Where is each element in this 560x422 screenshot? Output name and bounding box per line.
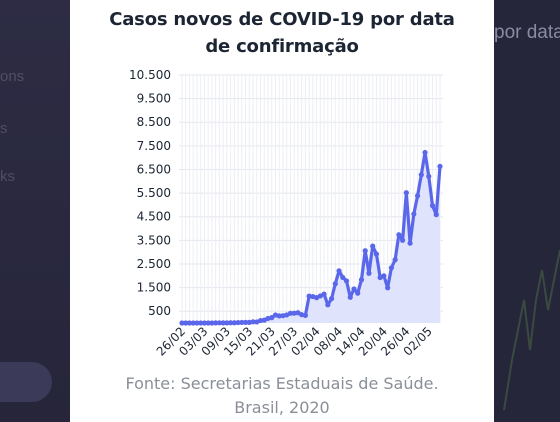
y-tick-label: 9.500: [137, 92, 171, 106]
chart-title-line: Casos novos de COVID-19 por data: [109, 9, 455, 30]
data-point: [426, 173, 432, 179]
y-tick-label: 7.500: [137, 139, 171, 153]
data-point: [220, 320, 226, 326]
data-point: [437, 163, 443, 169]
data-point: [186, 320, 193, 326]
data-point: [179, 320, 185, 326]
y-tick-label: 8.500: [137, 115, 171, 129]
background-heading-text: por data: [494, 22, 560, 43]
data-point: [209, 320, 215, 326]
data-point: [403, 190, 409, 196]
background-sidebar: ons s ks: [0, 0, 70, 422]
y-tick-label: 1.500: [137, 281, 171, 295]
background-menu-text: s: [0, 120, 8, 137]
chart: 500 1.500 2.500 3.500 4.500 5.500 6.500 7.500 8.…: [129, 68, 443, 359]
data-point: [224, 320, 230, 326]
chart-source-line: Fonte: Secretarias Estaduais de Saúde.: [125, 374, 439, 393]
background-panel: por data: [494, 0, 560, 422]
background-chart-fragment: [503, 249, 560, 411]
data-point: [183, 320, 189, 326]
y-tick-label: 3.500: [137, 233, 171, 247]
data-point: [411, 211, 417, 217]
chart-title: Casos novos de COVID-19 por data de conf…: [70, 6, 494, 60]
data-point: [385, 285, 391, 291]
data-point: [422, 149, 428, 156]
data-point: [235, 319, 241, 326]
data-point: [201, 320, 208, 326]
y-tick-label: 5.500: [137, 186, 171, 200]
chart-source: Fonte: Secretarias Estaduais de Saúde. B…: [70, 372, 494, 420]
data-point: [325, 302, 331, 308]
data-point: [228, 320, 234, 326]
y-tick-label: 4.500: [137, 210, 171, 224]
data-point: [340, 274, 346, 281]
data-point: [429, 203, 436, 209]
data-point: [392, 257, 398, 263]
data-point: [328, 296, 335, 302]
chart-title-line: de confirmação: [205, 36, 359, 57]
data-point: [216, 320, 222, 326]
data-point: [242, 319, 249, 325]
data-point: [336, 268, 342, 274]
data-point: [418, 172, 424, 178]
data-point: [347, 294, 353, 300]
data-point: [332, 281, 338, 287]
y-tick-label: 2.500: [137, 257, 171, 271]
chart-area-layer: [179, 149, 443, 326]
data-point: [321, 291, 327, 297]
data-point: [358, 277, 365, 283]
data-point: [362, 248, 368, 254]
background-menu-text: ks: [0, 168, 15, 185]
chart-source-line: Brasil, 2020: [234, 398, 330, 417]
data-point: [213, 320, 219, 326]
data-point: [250, 319, 256, 325]
data-point: [388, 265, 394, 271]
data-point: [269, 315, 275, 321]
data-point: [370, 243, 376, 249]
data-point: [276, 313, 282, 319]
data-point: [239, 319, 245, 326]
data-point: [381, 273, 387, 279]
data-point: [198, 320, 204, 326]
y-tick-label: 10.500: [129, 68, 171, 82]
data-point: [414, 193, 421, 199]
background-button: [0, 362, 52, 402]
data-point: [194, 320, 200, 326]
data-point: [373, 251, 380, 257]
data-point: [343, 278, 350, 284]
data-point: [400, 237, 406, 243]
data-point: [190, 320, 196, 326]
y-tick-label: 6.500: [137, 162, 171, 176]
data-point: [302, 312, 308, 318]
data-point: [205, 320, 211, 326]
data-point: [433, 212, 439, 218]
data-point: [287, 310, 294, 316]
series-area: [182, 152, 440, 323]
data-point: [366, 270, 372, 276]
data-point: [355, 290, 361, 296]
background-menu-text: ons: [0, 68, 25, 85]
data-point: [396, 232, 402, 238]
data-point: [351, 286, 357, 292]
y-tick-label: 500: [148, 304, 171, 318]
data-point: [231, 320, 237, 326]
chart-card: 500 1.500 2.500 3.500 4.500 5.500 6.500 7.500 8.…: [70, 0, 494, 422]
data-point: [407, 240, 413, 246]
